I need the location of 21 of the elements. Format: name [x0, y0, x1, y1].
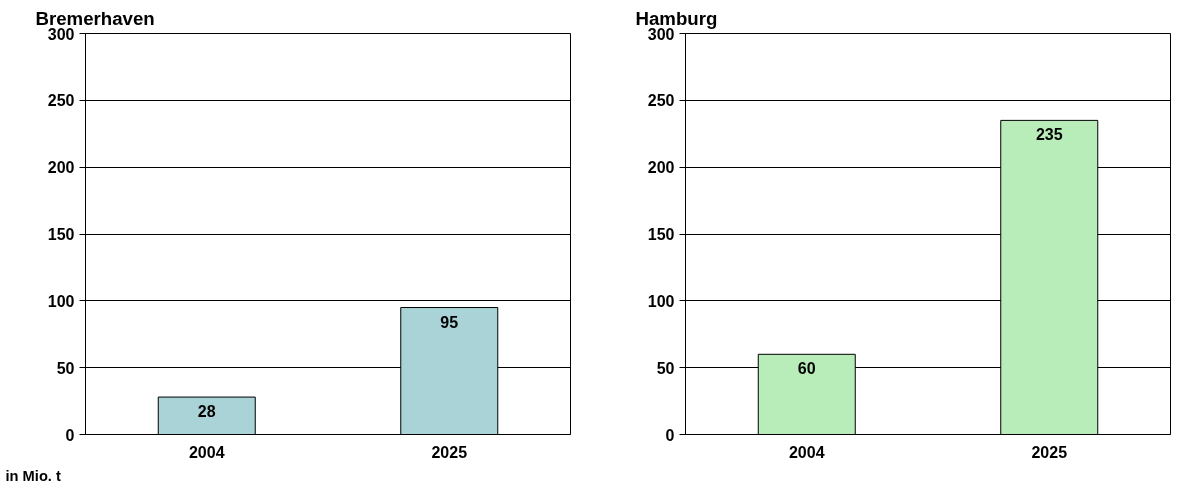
x-tick-label: 2025: [1031, 443, 1068, 461]
data-label: 235: [1035, 126, 1063, 144]
y-tick-label: 200: [47, 159, 75, 177]
y-tick-label: 250: [647, 92, 675, 110]
y-tick-label: 250: [47, 92, 75, 110]
y-tick-label: 0: [665, 426, 675, 444]
y-tick-label: 50: [656, 359, 675, 377]
data-label: 28: [197, 403, 216, 421]
y-tick-label: 150: [47, 226, 75, 243]
x-tick-label: 2025: [431, 443, 468, 461]
x-tick-label: 2004: [188, 443, 225, 461]
data-label: 95: [440, 313, 459, 331]
x-tick-label: 2004: [788, 443, 825, 461]
text: in Mio. t: [5, 467, 61, 484]
y-tick-label: 200: [647, 159, 675, 177]
data-label: 60: [797, 360, 816, 378]
y-tick-label: 100: [47, 292, 75, 310]
y-tick-label: 150: [647, 226, 675, 243]
y-tick-label: 0: [65, 426, 75, 444]
y-tick-label: 100: [647, 292, 675, 310]
y-tick-label: 50: [56, 359, 75, 377]
